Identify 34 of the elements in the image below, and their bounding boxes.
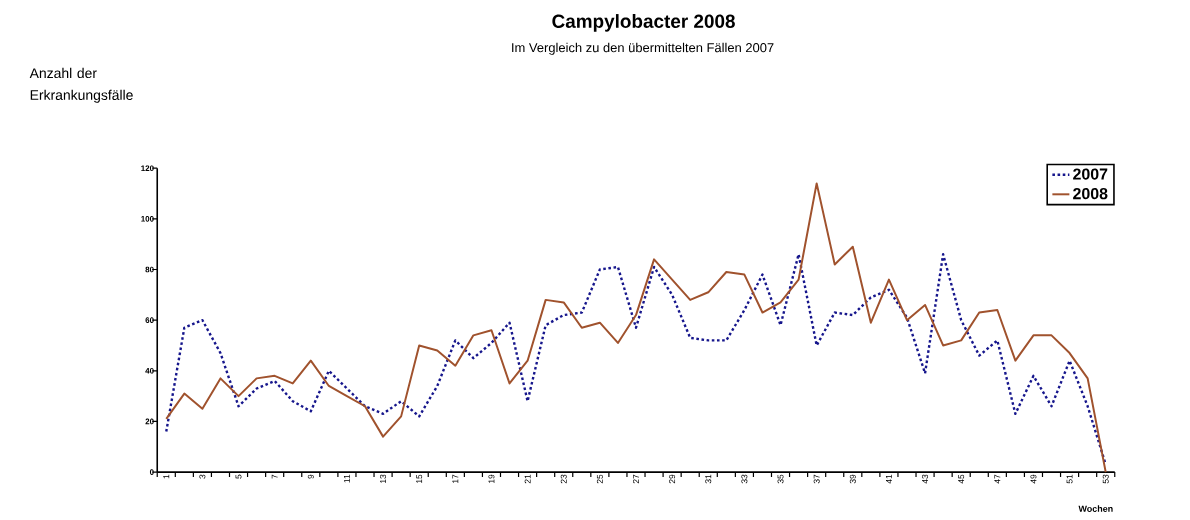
x-tick-label: 23 [560,474,567,484]
x-axis-title: Wochen [1078,505,1113,513]
x-tick-label: 53 [1102,474,1109,484]
legend-label: 2007 [1073,168,1108,180]
x-tick-label: 17 [452,474,459,484]
y-axis-title: Anzahl der Erkrankungsfälle [29,68,133,103]
x-tick-label: 7 [271,474,278,479]
x-tick-label: 25 [596,474,603,484]
x-tick-label: 21 [524,474,531,484]
x-tick-label: 15 [416,474,423,484]
x-tick-label: 3 [199,474,206,479]
x-tick-label: 19 [488,474,495,484]
x-tick-label: 41 [886,474,892,484]
x-tick-label: 33 [741,474,748,484]
x-tick-label: 45 [958,474,965,484]
line-series [165,182,1107,474]
x-tick-label: 35 [777,474,784,484]
x-tick-label: 9 [307,474,314,479]
chart-subtitle: Im Vergleich zu den übermittelten Fällen 2007 [512,42,774,56]
x-tick-label: 29 [669,474,676,484]
x-tick-label: 47 [994,474,1001,484]
x-tick-label: 31 [705,474,712,484]
x-tick-label: 5 [235,474,242,479]
chart-title: Campylobacter 2008 [552,14,735,32]
x-tick-label: 11 [344,474,350,483]
x-tick-label: 1 [163,474,170,479]
x-tick-label: 27 [633,474,639,484]
x-tick-label: 43 [922,474,929,484]
x-tick-label: 39 [849,474,856,484]
x-tick-label: 37 [813,474,820,484]
x-tick-label: 13 [380,474,387,484]
x-tick-label: 49 [1030,474,1037,484]
legend-label: 2008 [1073,188,1108,200]
x-tick-label: 51 [1066,474,1073,484]
